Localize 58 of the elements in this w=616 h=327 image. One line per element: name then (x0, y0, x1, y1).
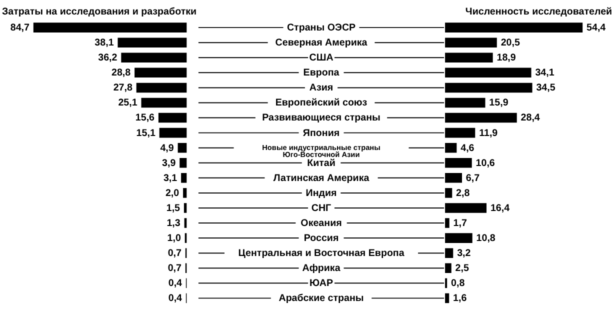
y-tick-label: Арабские страны (278, 293, 364, 304)
y-tick-label: Латинская Америка (273, 172, 370, 184)
data-label: 3,9 (162, 158, 176, 169)
y-tick-label: Россия (304, 233, 339, 244)
data-label: 36,2 (98, 52, 118, 64)
y-tick-label: Индия (306, 188, 338, 199)
y-tick-label: Центральная и Восточная Европа (238, 248, 405, 260)
data-label: 1,0 (167, 233, 182, 244)
data-label: 6,7 (466, 172, 480, 184)
y-tick-label: Развивающиеся страны (262, 112, 380, 124)
data-label: 2,0 (165, 188, 180, 199)
data-label: 4,9 (160, 142, 174, 154)
data-label: 15,1 (136, 128, 156, 139)
data-label: 28,8 (112, 68, 132, 79)
data-label: 28,4 (520, 112, 540, 124)
data-label: 27,8 (113, 82, 133, 94)
data-label: 34,5 (536, 82, 556, 94)
y-tick-label: Африка (302, 263, 341, 274)
data-label: 0,7 (168, 263, 182, 274)
data-label: 15,9 (489, 98, 509, 109)
data-label: 0,7 (168, 248, 182, 260)
data-label: 10,8 (476, 233, 496, 244)
data-label: 1,7 (453, 218, 468, 229)
data-label: 11,9 (479, 128, 498, 139)
data-label: 3,1 (163, 172, 178, 184)
y-tick-label: Северная Америка (275, 38, 368, 49)
data-label: 0,8 (451, 278, 466, 290)
y-tick-label: СНГ (311, 202, 332, 214)
data-label: 0,4 (168, 293, 183, 304)
data-label: 18,9 (496, 52, 516, 64)
chart-title: Затраты на исследования и разработки (2, 6, 197, 18)
data-label: 54,4 (586, 22, 606, 34)
data-label: 1,3 (166, 218, 181, 229)
data-label: 84,7 (10, 22, 30, 34)
data-label: 2,8 (456, 188, 470, 199)
data-label: 15,6 (135, 112, 156, 124)
data-label: 1,5 (166, 202, 181, 214)
y-tick-label: США (309, 52, 334, 64)
y-tick-label: Япония (302, 128, 340, 139)
data-label: 4,6 (460, 142, 475, 154)
data-label: 0,4 (168, 278, 183, 290)
y-tick-label: ЮАР (310, 278, 334, 290)
y-tick-label: Азия (309, 82, 334, 94)
data-label: 16,4 (490, 202, 510, 214)
data-label: 2,5 (455, 263, 470, 274)
y-tick-label: Страны ОЭСР (286, 22, 356, 34)
data-label: 25,1 (118, 98, 138, 109)
y-tick-label: Европа (303, 68, 340, 79)
chart-title: Численность исследователей (465, 6, 612, 18)
y-tick-label: Китай (307, 158, 336, 169)
data-label: 1,6 (453, 293, 468, 304)
data-label: 10,6 (476, 158, 496, 169)
y-tick-label: Океания (300, 218, 342, 229)
data-label: 38,1 (94, 38, 114, 49)
data-label: 34,1 (535, 68, 555, 79)
data-label: 3,2 (457, 248, 472, 260)
y-tick-label: Европейский союз (275, 98, 368, 109)
data-label: 20,5 (500, 38, 520, 49)
